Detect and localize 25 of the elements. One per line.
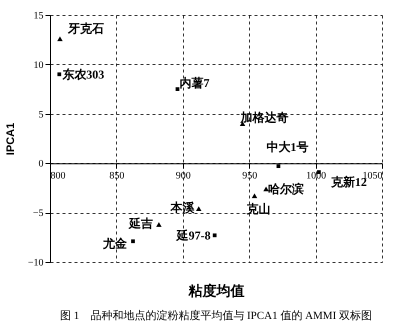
x-tick-label: 800 (50, 170, 66, 182)
x-tick-label: 850 (109, 170, 124, 182)
y-tick-label: 10 (34, 60, 44, 71)
annotation: 本溪 (170, 200, 196, 215)
annotation: 牙克石 (66, 22, 104, 36)
annotation: 尤金 (102, 236, 128, 250)
x-axis-title: 粘度均值 (188, 282, 244, 300)
annotation: 延吉 (128, 216, 153, 230)
annotation: 延97-8 (176, 228, 211, 242)
x-tick-label: 900 (176, 170, 191, 182)
annotation: 克山 (246, 202, 271, 216)
y-tick-label: 0 (38, 158, 44, 170)
annotation: 哈尔滨 (268, 182, 304, 196)
annotation: 加格达奇 (240, 110, 289, 125)
annotation: 东农303 (61, 67, 104, 82)
annotation: 中大1号 (266, 140, 308, 154)
caption: 图 1 品种和地点的淀粉粘度平均值与 IPCA1 值的 AMMI 双标图 (60, 309, 372, 322)
y-tick-label: −5 (32, 208, 44, 220)
y-tick-label: 5 (38, 109, 44, 120)
x-tick-label: 950 (242, 170, 258, 182)
y-axis-title: IPCA1 (4, 122, 17, 156)
annotation: 克新12 (330, 175, 367, 190)
annotation: 内薯7 (179, 76, 210, 90)
y-tick-label: −10 (28, 258, 44, 268)
y-tick-label: 15 (34, 10, 44, 22)
